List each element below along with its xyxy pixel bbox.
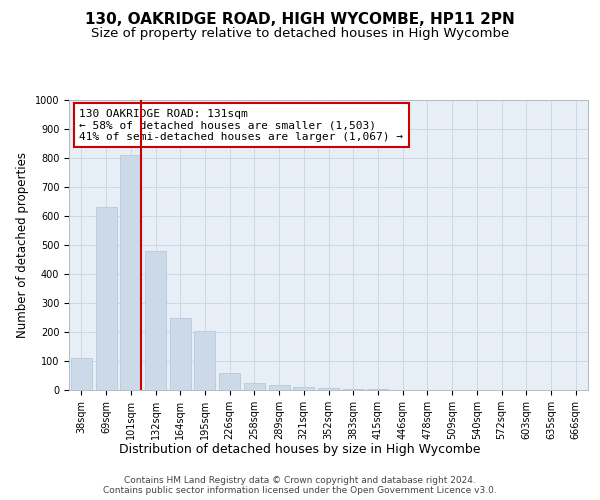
Bar xyxy=(95,208,116,390)
Bar xyxy=(293,386,314,390)
Bar xyxy=(244,383,265,390)
Text: Contains HM Land Registry data © Crown copyright and database right 2024.
Contai: Contains HM Land Registry data © Crown c… xyxy=(103,476,497,495)
Bar xyxy=(170,318,191,390)
Bar xyxy=(269,385,290,390)
Y-axis label: Number of detached properties: Number of detached properties xyxy=(16,152,29,338)
Bar xyxy=(120,155,141,390)
Bar xyxy=(71,358,92,390)
Text: 130, OAKRIDGE ROAD, HIGH WYCOMBE, HP11 2PN: 130, OAKRIDGE ROAD, HIGH WYCOMBE, HP11 2… xyxy=(85,12,515,28)
Text: Size of property relative to detached houses in High Wycombe: Size of property relative to detached ho… xyxy=(91,28,509,40)
Bar xyxy=(219,372,240,390)
Bar xyxy=(318,388,339,390)
Text: Distribution of detached houses by size in High Wycombe: Distribution of detached houses by size … xyxy=(119,442,481,456)
Bar xyxy=(194,330,215,390)
Bar xyxy=(343,388,364,390)
Text: 130 OAKRIDGE ROAD: 131sqm
← 58% of detached houses are smaller (1,503)
41% of se: 130 OAKRIDGE ROAD: 131sqm ← 58% of detac… xyxy=(79,108,403,142)
Bar xyxy=(145,251,166,390)
